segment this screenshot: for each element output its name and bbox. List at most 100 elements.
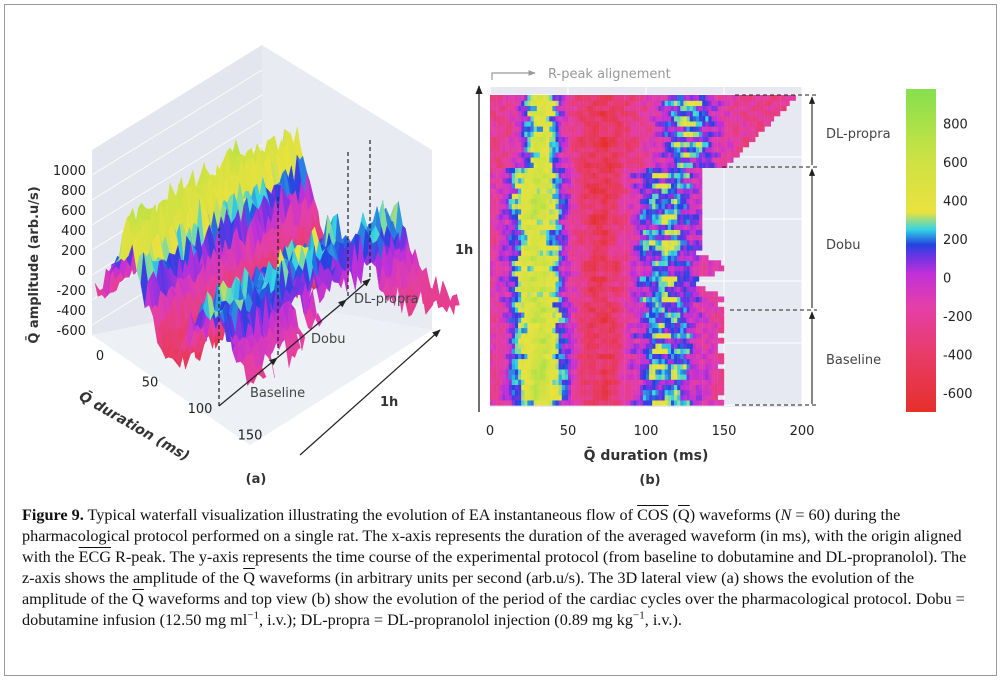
heatmap-cell [593,208,597,215]
heatmap-cell [511,358,516,365]
heatmap-cell [577,332,581,339]
heatmap-cell [493,322,497,329]
heatmap-cell [627,301,631,308]
heatmap-cell [524,234,528,241]
heatmap-cell [524,275,528,282]
heatmap-cell [661,213,665,220]
heatmap-cell [680,358,684,365]
heatmap-cell [686,265,690,272]
heatmap-cell [558,291,562,298]
heatmap-cell [705,322,709,329]
heatmap-cell [695,219,700,225]
heatmap-cell [605,244,609,251]
heatmap-cell [683,348,687,354]
heatmap-cell [680,389,684,396]
heatmap-cell [655,281,659,287]
heatmap-cell [521,368,525,375]
heatmap-cell [558,229,562,236]
heatmap-cell [667,312,672,318]
heatmap-cell [605,213,609,220]
heatmap-cell [636,265,640,272]
heatmap-cell [689,363,693,370]
heatmap-cell [490,219,494,225]
heatmap-cell [636,275,640,282]
heatmap-cell [543,353,547,360]
heatmap-cell [583,337,587,344]
heatmap-cell [714,399,718,406]
heatmap-cell [558,384,562,391]
heatmap-cell [568,301,572,308]
heatmap-cell [702,291,706,298]
heatmap-cell [539,296,544,303]
heatmap-cell [714,317,718,323]
heatmap-cell [677,291,681,298]
heatmap-cell [633,265,637,272]
heatmap-cell [530,358,534,365]
heatmap-cell [680,239,684,246]
heatmap-cell [677,296,681,303]
heatmap-cell [580,348,584,354]
heatmap-cell [496,348,500,354]
heatmap-cell [524,208,528,215]
heatmap-cell [543,224,547,230]
heatmap-cell [614,363,619,370]
heatmap-cell [633,353,637,360]
heatmap-cell [689,374,693,380]
heatmap-cell [589,286,594,292]
heatmap-cell [671,234,675,241]
heatmap-cell [692,291,697,298]
heatmap-cell [671,327,675,334]
heatmap-cell [505,306,509,313]
heatmap-cell [558,322,562,329]
heatmap-cell [671,353,675,360]
heatmap-cell [561,281,566,287]
heatmap-cell [511,255,516,261]
heatmap-cell [708,322,712,329]
heatmap-cell [589,260,594,267]
heatmap-cell [689,208,693,215]
heatmap-cell [496,250,500,256]
heatmap-cell [671,250,675,256]
heatmap-cell [586,260,590,267]
heatmap-cell [589,301,594,308]
heatmap-cell [555,291,559,298]
heatmap-cell [515,312,519,318]
heatmap-cell [558,208,562,215]
heatmap-cell [546,203,550,210]
heatmap-cell [608,368,612,375]
heatmap-cell [674,203,678,210]
heatmap-cell [546,306,550,313]
heatmap-cell [661,260,665,267]
heatmap-cell [502,260,506,267]
heatmap-cell [639,224,644,230]
heatmap-cell [646,312,650,318]
heatmap-cell [496,255,500,261]
heatmap-cell [593,306,597,313]
heatmap-cell [708,301,712,308]
heatmap-cell [577,286,581,292]
heatmap-cell [568,368,572,375]
heatmap-cell [589,239,594,246]
heatmap-cell [586,312,590,318]
heatmap-cell [661,229,665,236]
heatmap-cell [680,234,684,241]
heatmap-cell [511,234,516,241]
heatmap-cell [580,332,584,339]
heatmap-cell [493,384,497,391]
heatmap-cell [617,219,622,225]
heatmap-cell [602,296,606,303]
heatmap-cell [614,389,619,396]
heatmap-cell [617,275,622,282]
heatmap-cell [589,281,594,287]
heatmap-cell [561,234,566,241]
heatmap-cell [708,306,712,313]
heatmap-cell [593,301,597,308]
heatmap-cell [508,363,512,370]
heatmap-cell [583,374,587,380]
heatmap-cell [515,306,519,313]
heatmap-cell [561,399,566,406]
heatmap-cell [543,394,547,401]
figure-frame [4,4,997,676]
heatmap-cell [493,337,497,344]
heatmap-cell [646,234,650,241]
